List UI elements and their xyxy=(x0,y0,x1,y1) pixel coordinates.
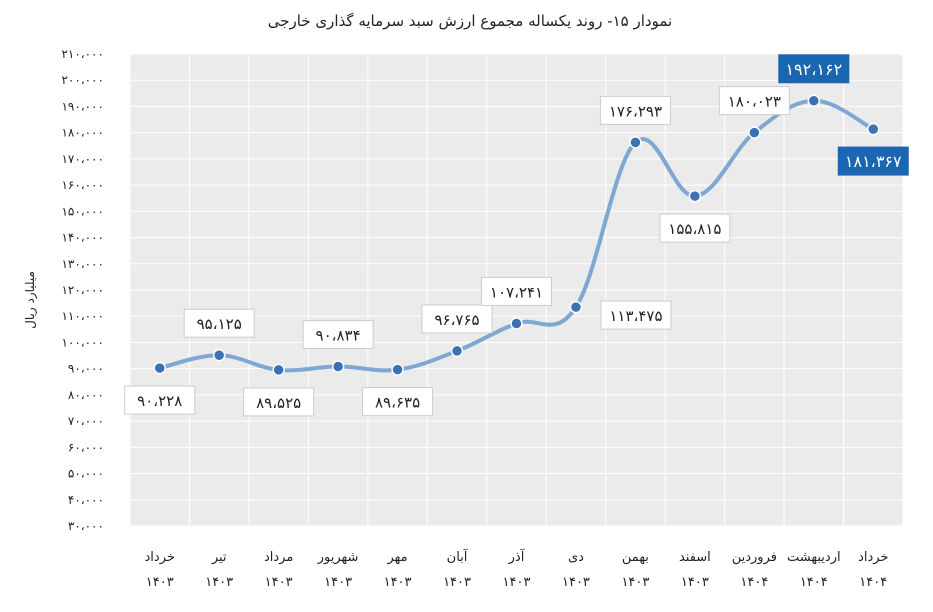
data-label: ۹۰،۲۲۸ xyxy=(137,392,182,410)
data-label: ۱۸۱،۳۶۷ xyxy=(845,152,902,171)
data-label-box xyxy=(599,95,671,125)
x-tick-year-label: ۱۴۰۴ xyxy=(859,575,887,590)
data-label-box xyxy=(600,300,672,330)
data-label: ۱۵۵،۸۱۵ xyxy=(668,220,721,238)
y-tick-label: ۲۱۰،۰۰۰ xyxy=(61,47,104,61)
y-tick-label: ۱۷۰،۰۰۰ xyxy=(61,152,104,166)
y-tick-label: ۱۰۰،۰۰۰ xyxy=(61,335,104,349)
data-label: ۱۹۲،۱۶۲ xyxy=(785,60,842,79)
x-tick-year-label: ۱۴۰۳ xyxy=(384,575,412,590)
data-label: ۹۵،۱۲۵ xyxy=(197,315,242,333)
data-point xyxy=(867,122,880,136)
data-label-box xyxy=(124,385,196,415)
x-tick-year-label: ۱۴۰۳ xyxy=(443,575,471,590)
data-label-box xyxy=(183,308,255,338)
data-label: ۱۷۶،۲۹۳ xyxy=(609,102,662,120)
data-point xyxy=(212,348,226,362)
x-tick-year-label: ۱۴۰۴ xyxy=(740,575,768,590)
y-tick-label: ۱۴۰،۰۰۰ xyxy=(61,231,104,245)
data-label-box xyxy=(421,304,493,334)
data-point xyxy=(629,136,642,149)
x-tick-month-label: آذر xyxy=(508,548,526,565)
data-label-box xyxy=(659,213,731,243)
x-tick-month-label: خرداد xyxy=(858,550,888,565)
data-point xyxy=(688,189,702,203)
x-tick-year-label: ۱۴۰۳ xyxy=(324,575,352,590)
y-tick-label: ۱۹۰،۰۰۰ xyxy=(61,99,104,113)
y-tick-label: ۱۲۰،۰۰۰ xyxy=(61,283,104,297)
data-point xyxy=(272,363,285,377)
x-tick-year-label: ۱۴۰۴ xyxy=(800,575,828,590)
data-point xyxy=(331,360,345,373)
data-label-box xyxy=(243,387,315,417)
data-point xyxy=(748,126,761,139)
y-tick-label: ۴۰،۰۰۰ xyxy=(68,493,104,507)
x-tick-month-label: بهمن xyxy=(622,550,649,565)
y-tick-label: ۷۰،۰۰۰ xyxy=(68,414,104,428)
chart-title: نمودار ۱۵- روند یکساله مجموع ارزش سبد سر… xyxy=(268,12,672,30)
data-label-box xyxy=(481,276,552,306)
data-label: ۱۰۷،۲۴۱ xyxy=(490,283,543,301)
y-axis-label: میلیارد ریال xyxy=(23,271,38,329)
data-label: ۸۹،۶۳۵ xyxy=(375,394,420,412)
y-tick-label: ۱۸۰،۰۰۰ xyxy=(61,126,104,140)
y-tick-label: ۸۰،۰۰۰ xyxy=(68,388,104,402)
x-tick-month-label: تیر xyxy=(211,550,227,565)
data-label: ۸۹،۵۲۵ xyxy=(256,394,301,412)
data-label: ۱۱۳،۴۷۵ xyxy=(609,307,662,325)
data-point xyxy=(450,344,464,358)
x-tick-month-label: اردیبهشت xyxy=(787,550,841,565)
x-tick-year-label: ۱۴۰۳ xyxy=(681,575,709,590)
x-tick-year-label: ۱۴۰۳ xyxy=(146,575,174,590)
x-tick-month-label: دی xyxy=(568,550,584,565)
y-tick-label: ۱۱۰،۰۰۰ xyxy=(61,309,104,323)
data-label: ۹۰،۸۳۴ xyxy=(316,326,361,344)
y-tick-label: ۲۰۰،۰۰۰ xyxy=(61,73,104,87)
y-tick-label: ۵۰،۰۰۰ xyxy=(68,467,104,481)
y-tick-label: ۶۰،۰۰۰ xyxy=(68,440,104,454)
x-tick-year-label: ۱۴۰۳ xyxy=(205,575,233,590)
x-tick-month-label: مرداد xyxy=(264,550,293,565)
data-label-box xyxy=(778,54,850,84)
y-tick-label: ۳۰،۰۰۰ xyxy=(68,519,104,533)
x-tick-year-label: ۱۴۰۳ xyxy=(562,575,590,590)
x-tick-year-label: ۱۴۰۳ xyxy=(503,575,531,590)
data-label-box xyxy=(302,319,374,349)
x-tick-month-label: خرداد xyxy=(145,550,175,565)
x-tick-month-label: فروردین xyxy=(732,550,777,565)
data-label: ۱۸۰،۰۲۳ xyxy=(728,93,781,111)
y-tick-label: ۹۰،۰۰۰ xyxy=(68,362,104,376)
x-tick-year-label: ۱۴۰۳ xyxy=(621,575,649,590)
data-label-box xyxy=(718,86,790,116)
data-label: ۹۶،۷۶۵ xyxy=(434,311,479,329)
data-point xyxy=(153,361,166,375)
data-point xyxy=(569,300,583,314)
data-label-box xyxy=(837,146,909,176)
x-tick-month-label: شهریور xyxy=(317,550,359,565)
data-point xyxy=(391,363,404,376)
y-tick-label: ۱۶۰،۰۰۰ xyxy=(61,178,104,192)
x-tick-month-label: آبان xyxy=(447,548,469,565)
data-label-box xyxy=(362,387,434,417)
y-tick-label: ۱۳۰،۰۰۰ xyxy=(61,257,104,271)
data-point xyxy=(510,317,523,330)
y-tick-label: ۱۵۰،۰۰۰ xyxy=(61,204,104,218)
x-tick-month-label: اسفند xyxy=(679,550,711,565)
data-point xyxy=(807,94,821,108)
x-tick-year-label: ۱۴۰۳ xyxy=(265,575,293,590)
x-tick-month-label: مهر xyxy=(387,550,408,565)
